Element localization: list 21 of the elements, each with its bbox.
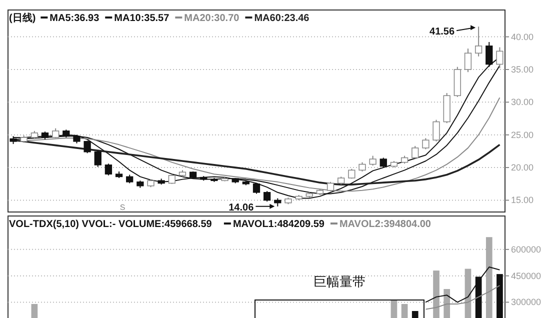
annotation: 41.56 — [430, 26, 455, 38]
y-tick-label: 25.00 — [511, 130, 534, 140]
y-tick-label: 15.00 — [511, 195, 534, 206]
legend-label: MAVOL1:484209.59 — [232, 219, 325, 230]
y-tick-label: 600000 — [511, 244, 542, 254]
legend-label: MA20:30.70 — [184, 13, 240, 24]
annotation: S — [120, 203, 126, 212]
y-tick-label: 40.00 — [511, 32, 534, 42]
chart-title: VOL-TDX(5,10) VVOL:- VOLUME:459668.59 — [9, 219, 212, 230]
annotation: 14.06 — [228, 202, 254, 214]
legend-label: MAVOL2:394804.00 — [339, 219, 432, 230]
legend-label: MA10:35.57 — [114, 13, 170, 24]
y-tick-label: 30.00 — [511, 97, 534, 108]
y-tick-label: 450000 — [511, 270, 542, 281]
annotation: 巨幅量带 — [314, 274, 366, 289]
legend-label: MA5:36.93 — [50, 13, 100, 24]
y-tick-label: 35.00 — [511, 64, 534, 74]
y-tick-label: 300000 — [511, 297, 542, 308]
y-tick-label: 20.00 — [511, 162, 534, 173]
chart-title: (日线) — [9, 12, 36, 24]
legend-label: MA60:23.46 — [254, 13, 310, 24]
